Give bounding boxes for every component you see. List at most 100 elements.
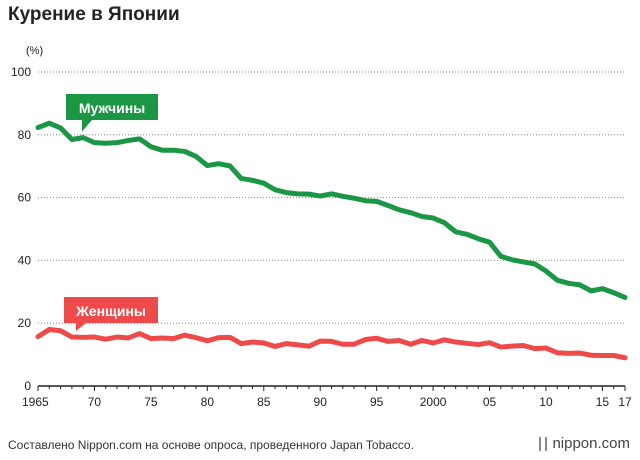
data-point-men [612, 291, 615, 294]
data-point-men [352, 197, 356, 200]
brand-logo[interactable]: nippon.com [539, 435, 630, 452]
data-point-women [420, 339, 424, 342]
series-tag-women-pointer [76, 323, 86, 332]
x-tick-label: 15 [596, 395, 610, 409]
data-point-women [341, 343, 344, 346]
data-point-women [251, 340, 254, 344]
series-line-men [35, 120, 628, 300]
axis-layer: 0 20 40 60 80 100 1965 70 75 80 85 90 95 2000 05 10 15 17 [11, 65, 632, 409]
data-point-men [59, 126, 62, 130]
data-point-men [544, 269, 548, 273]
data-point-women [431, 341, 435, 345]
y-tick-label: 20 [18, 316, 32, 330]
data-point-women [104, 338, 107, 341]
data-point-women [556, 351, 559, 354]
x-tick-label: 70 [88, 395, 102, 409]
data-point-men [499, 255, 503, 258]
data-point-men [273, 188, 277, 191]
data-point-women [454, 340, 457, 344]
data-point-men [589, 289, 593, 293]
data-point-women [465, 342, 469, 345]
data-point-men [251, 179, 254, 182]
data-point-women [273, 345, 277, 348]
data-point-women [36, 335, 40, 338]
data-point-men [104, 142, 107, 145]
data-point-women [228, 336, 232, 339]
x-tick-label: 95 [370, 395, 384, 409]
series-tags: Мужчины Женщины [64, 94, 158, 332]
data-point-men [319, 194, 322, 198]
data-point-men [465, 233, 469, 236]
data-point-women [217, 336, 220, 339]
data-point-men [443, 221, 446, 224]
data-point-men [285, 191, 288, 194]
data-point-women [149, 337, 153, 340]
data-point-women [398, 339, 401, 342]
data-point-women [183, 333, 186, 337]
data-point-women [81, 336, 85, 339]
x-tick-label: 75 [144, 395, 158, 409]
data-point-men [330, 192, 333, 196]
x-tick-label: 85 [257, 395, 271, 409]
data-point-men [127, 139, 130, 142]
data-point-men [567, 282, 570, 285]
data-point-men [93, 141, 96, 144]
data-point-men [398, 208, 401, 212]
y-axis-unit-label: (%) [26, 45, 43, 57]
data-point-women [262, 341, 265, 345]
x-tick-label: 90 [314, 395, 328, 409]
x-tick-label: 05 [483, 395, 497, 409]
data-point-men [172, 148, 175, 152]
data-point-women [409, 343, 412, 346]
data-point-women [522, 344, 525, 347]
y-tick-label: 40 [18, 253, 32, 267]
data-point-women [194, 336, 198, 339]
data-point-men [578, 283, 582, 287]
data-point-women [172, 337, 175, 340]
data-point-women [488, 341, 491, 344]
data-point-men [239, 177, 243, 180]
data-point-women [533, 347, 536, 350]
data-point-men [262, 181, 265, 185]
y-tick-label: 100 [11, 65, 31, 79]
data-point-men [556, 278, 559, 282]
y-tick-label: 0 [24, 379, 31, 393]
data-point-men [115, 141, 119, 144]
data-point-women [138, 332, 141, 335]
data-point-men [194, 155, 198, 158]
data-point-men [477, 237, 480, 240]
data-point-men [36, 126, 40, 129]
data-point-women [544, 346, 548, 350]
x-tick-label: 17 [618, 395, 632, 409]
data-point-women [623, 356, 627, 359]
nippon-logo-icon [539, 436, 548, 451]
data-point-men [183, 150, 186, 153]
y-tick-label: 80 [18, 128, 32, 142]
data-point-women [612, 354, 615, 357]
data-point-women [115, 335, 119, 339]
data-point-men [217, 162, 220, 165]
data-point-women [510, 344, 514, 348]
data-point-women [578, 351, 582, 355]
data-point-women [364, 338, 367, 341]
series-tag-men-label: Мужчины [79, 100, 145, 116]
data-point-women [160, 336, 164, 340]
series-tag-men-pointer [82, 120, 92, 132]
data-point-men [375, 200, 378, 203]
data-point-men [160, 148, 164, 152]
data-point-women [601, 354, 604, 357]
data-point-men [138, 137, 141, 141]
x-tick-label: 1965 [22, 395, 49, 409]
data-point-men [48, 121, 51, 125]
data-point-men [454, 230, 457, 234]
data-point-women [296, 343, 299, 347]
data-point-men [522, 260, 525, 264]
data-point-men [70, 138, 74, 141]
data-point-women [567, 352, 570, 355]
data-point-women [59, 329, 62, 332]
data-point-women [70, 335, 74, 339]
data-point-men [206, 164, 209, 167]
data-point-women [48, 328, 51, 331]
data-point-men [341, 195, 344, 198]
